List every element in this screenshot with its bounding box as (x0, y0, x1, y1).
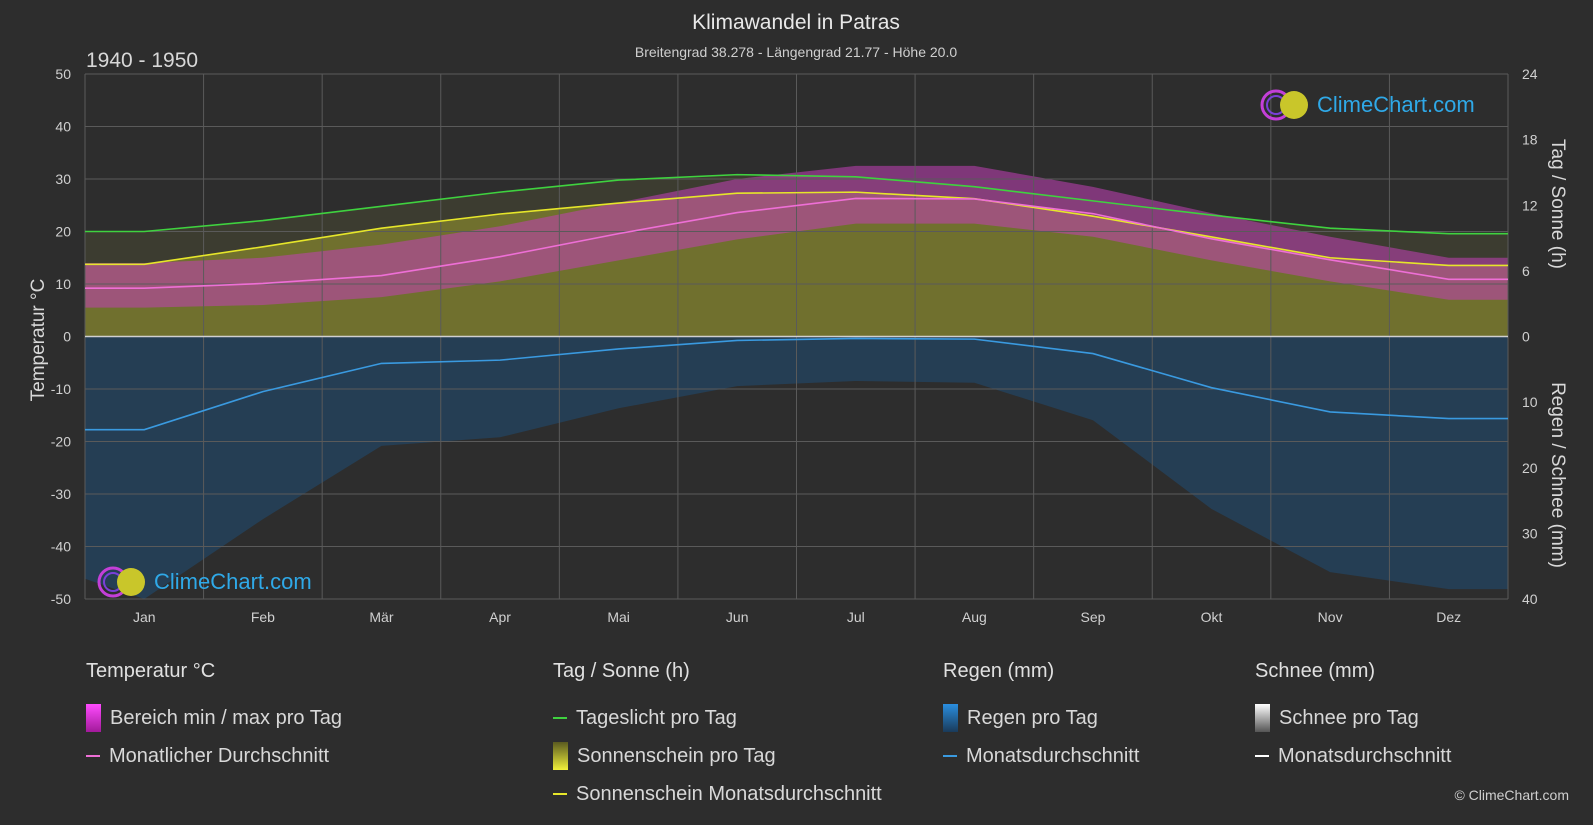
sunshine-avg-line (85, 191, 1508, 267)
left-axis-label: Temperatur °C (28, 279, 49, 402)
legend-label: Monatsdurchschnitt (1278, 744, 1452, 767)
legend-item: Tageslicht pro Tag (553, 699, 882, 737)
month-label: Sep (1080, 609, 1105, 625)
right-top-axis-label: Tag / Sonne (h) (1547, 139, 1568, 269)
month-label: Apr (489, 609, 511, 625)
legend-label: Sonnenschein pro Tag (577, 744, 776, 767)
legend-label: Bereich min / max pro Tag (110, 706, 342, 729)
legend-label: Regen pro Tag (967, 706, 1098, 729)
legend-item: Regen pro Tag (943, 699, 1139, 737)
month-label: Feb (251, 609, 275, 625)
logo-top: ClimeChart.com (1259, 88, 1475, 122)
left-tick-label: 50 (55, 66, 71, 82)
temperature-avg-line (85, 197, 1508, 289)
left-tick-label: -20 (51, 434, 71, 450)
month-label: Okt (1201, 609, 1223, 625)
legend-label: Tageslicht pro Tag (576, 706, 737, 729)
sunshine-avg-swatch (553, 793, 567, 795)
chart-title: Klimawandel in Patras (692, 11, 900, 34)
plot-area: 50 40 30 20 10 0 -10 -20 -30 -40 -50 24 18 12 6 0 10 20 30… (51, 66, 1538, 625)
month-label: Jul (847, 609, 865, 625)
daylight-swatch (553, 717, 567, 719)
month-label: Mär (369, 609, 393, 625)
legend-heading: Temperatur °C (86, 660, 216, 682)
month-label: Mai (607, 609, 630, 625)
left-tick-label: -10 (51, 381, 71, 397)
left-tick-label: 30 (55, 171, 71, 187)
rain-avg-line (85, 337, 1508, 431)
legend-sun: Tag / Sonne (h) Tageslicht pro Tag Sonne… (553, 660, 882, 813)
right-bottom-tick-label: 20 (1522, 460, 1538, 476)
left-tick-label: 0 (63, 329, 71, 345)
right-bottom-tick-label: 10 (1522, 394, 1538, 410)
month-label: Nov (1318, 609, 1343, 625)
right-top-tick-label: 0 (1522, 329, 1530, 345)
legend-heading: Schnee (mm) (1255, 660, 1376, 682)
legend-item: Schnee pro Tag (1255, 699, 1451, 737)
temp-avg-swatch (86, 755, 100, 757)
sunshine-swatch (553, 742, 568, 770)
legend-temperature: Temperatur °C Bereich min / max pro Tag … (86, 660, 342, 775)
logo-text: ClimeChart.com (1317, 92, 1475, 117)
logo-icon (97, 566, 145, 598)
legend-heading: Tag / Sonne (h) (553, 660, 690, 682)
rain-swatch (943, 704, 958, 732)
legend-item: Sonnenschein pro Tag (553, 737, 882, 775)
month-label: Dez (1436, 609, 1461, 625)
logo-text: ClimeChart.com (154, 569, 312, 594)
right-top-tick-label: 24 (1522, 66, 1538, 82)
logo-icon (1260, 89, 1308, 121)
logo-bottom: ClimeChart.com (96, 565, 312, 599)
right-top-tick-label: 6 (1522, 263, 1530, 279)
legend-label: Sonnenschein Monatsdurchschnitt (576, 782, 882, 805)
legend-label: Monatlicher Durchschnitt (109, 744, 330, 767)
daylight-line (85, 173, 1508, 235)
legend-label: Monatsdurchschnitt (966, 744, 1140, 767)
snow-swatch (1255, 704, 1270, 732)
right-top-tick-label: 12 (1522, 197, 1538, 213)
right-bottom-tick-label: 30 (1522, 525, 1538, 541)
left-tick-label: -40 (51, 539, 71, 555)
month-label: Aug (962, 609, 987, 625)
temp-range-swatch (86, 704, 101, 732)
legend-snow: Schnee (mm) Schnee pro Tag Monatsdurchsc… (1255, 660, 1451, 775)
left-tick-label: 40 (55, 119, 71, 135)
legend-rain: Regen (mm) Regen pro Tag Monatsdurchschn… (943, 660, 1139, 775)
climate-chart: Klimawandel in Patras Breitengrad 38.278… (28, 11, 1568, 625)
legend-heading: Regen (mm) (943, 660, 1055, 682)
right-top-tick-label: 18 (1522, 132, 1538, 148)
legend-label: Schnee pro Tag (1279, 706, 1419, 729)
month-label: Jan (133, 609, 156, 625)
snow-avg-swatch (1255, 755, 1269, 757)
rain-avg-swatch (943, 755, 957, 757)
right-bottom-tick-label: 40 (1522, 591, 1538, 607)
legend-item: Monatsdurchschnitt (1255, 737, 1451, 775)
left-tick-label: -30 (51, 486, 71, 502)
legend-item: Bereich min / max pro Tag (86, 699, 342, 737)
left-tick-label: 20 (55, 224, 71, 240)
left-tick-label: -50 (51, 591, 71, 607)
chart-subtitle: Breitengrad 38.278 - Längengrad 21.77 - … (635, 44, 957, 60)
month-label: Jun (726, 609, 749, 625)
period-label: 1940 - 1950 (86, 49, 198, 72)
legend-item: Sonnenschein Monatsdurchschnitt (553, 775, 882, 813)
right-bottom-axis-label: Regen / Schnee (mm) (1547, 382, 1568, 568)
legend-item: Monatsdurchschnitt (943, 737, 1139, 775)
legend-item: Monatlicher Durchschnitt (86, 737, 342, 775)
copyright: © ClimeChart.com (1454, 787, 1569, 803)
left-tick-label: 10 (55, 276, 71, 292)
